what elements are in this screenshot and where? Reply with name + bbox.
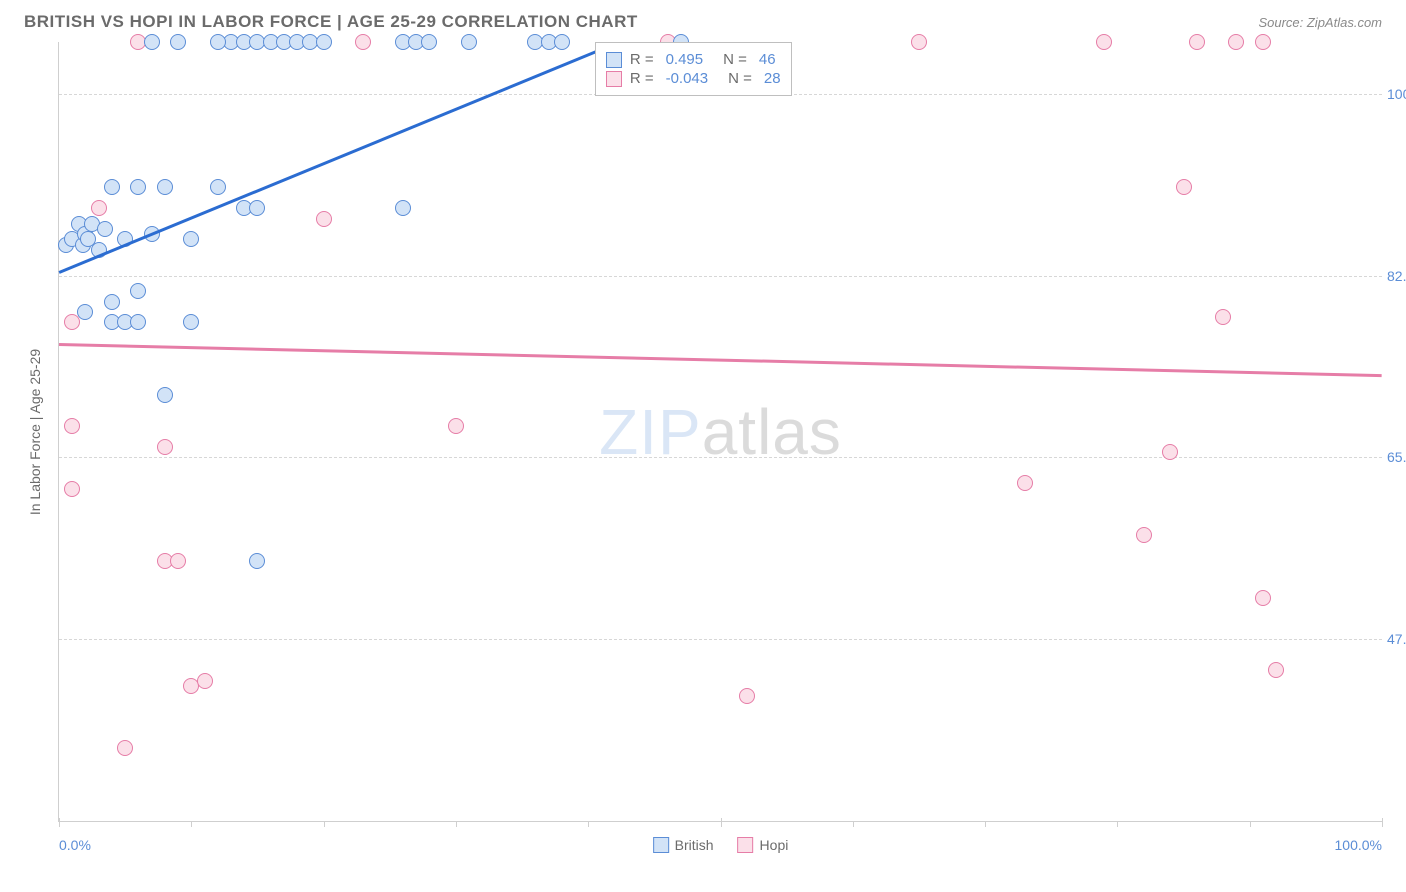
data-point: [1189, 34, 1205, 50]
n-label: N =: [723, 51, 747, 68]
x-tick: [721, 818, 722, 827]
trend-line: [59, 42, 616, 273]
stats-row-british: R = 0.495 N = 46: [606, 51, 781, 68]
bottom-legend: British Hopi: [653, 837, 789, 853]
x-axis-max-label: 100.0%: [1335, 837, 1382, 853]
data-point: [554, 34, 570, 50]
data-point: [91, 200, 107, 216]
data-point: [249, 200, 265, 216]
n-value: 46: [759, 51, 776, 68]
data-point: [355, 34, 371, 50]
data-point: [1136, 527, 1152, 543]
y-tick-label: 82.5%: [1387, 268, 1406, 284]
data-point: [117, 740, 133, 756]
data-point: [183, 231, 199, 247]
gridline: [59, 639, 1382, 640]
data-point: [249, 553, 265, 569]
chart-container: BRITISH VS HOPI IN LABOR FORCE | AGE 25-…: [0, 0, 1406, 892]
legend-label: British: [675, 837, 714, 853]
data-point: [104, 294, 120, 310]
swatch-hopi: [738, 837, 754, 853]
data-point: [448, 418, 464, 434]
x-tick: [1382, 818, 1383, 827]
x-tick: [324, 821, 325, 827]
trend-line: [59, 343, 1382, 377]
x-tick: [191, 821, 192, 827]
x-tick: [1117, 821, 1118, 827]
data-point: [1268, 662, 1284, 678]
y-tick-label: 65.0%: [1387, 449, 1406, 465]
data-point: [210, 34, 226, 50]
data-point: [461, 34, 477, 50]
x-axis-min-label: 0.0%: [59, 837, 91, 853]
data-point: [144, 34, 160, 50]
x-tick: [456, 821, 457, 827]
data-point: [64, 418, 80, 434]
data-point: [170, 553, 186, 569]
data-point: [104, 179, 120, 195]
data-point: [395, 200, 411, 216]
r-label: R =: [630, 51, 654, 68]
data-point: [157, 179, 173, 195]
r-value: 0.495: [666, 51, 704, 68]
x-tick: [853, 821, 854, 827]
data-point: [77, 304, 93, 320]
data-point: [197, 673, 213, 689]
data-point: [210, 179, 226, 195]
data-point: [1215, 309, 1231, 325]
data-point: [1255, 590, 1271, 606]
data-point: [1228, 34, 1244, 50]
y-tick-label: 47.5%: [1387, 631, 1406, 647]
data-point: [1176, 179, 1192, 195]
data-point: [97, 221, 113, 237]
data-point: [1096, 34, 1112, 50]
swatch-hopi: [606, 71, 622, 87]
x-tick: [588, 821, 589, 827]
data-point: [316, 34, 332, 50]
plot-area: ZIPatlas: [59, 42, 1382, 821]
data-point: [421, 34, 437, 50]
chart-frame: In Labor Force | Age 25-29 ZIPatlas R =0…: [58, 42, 1382, 822]
data-point: [64, 481, 80, 497]
n-label: N =: [728, 70, 752, 87]
data-point: [130, 314, 146, 330]
n-value: 28: [764, 70, 781, 87]
chart-title: BRITISH VS HOPI IN LABOR FORCE | AGE 25-…: [24, 12, 638, 32]
stats-row-hopi: R = -0.043 N = 28: [606, 70, 781, 87]
data-point: [316, 211, 332, 227]
gridline: [59, 457, 1382, 458]
x-tick: [1250, 821, 1251, 827]
data-point: [1162, 444, 1178, 460]
data-point: [911, 34, 927, 50]
title-row: BRITISH VS HOPI IN LABOR FORCE | AGE 25-…: [24, 12, 1382, 32]
r-label: R =: [630, 70, 654, 87]
x-tick: [59, 818, 60, 827]
y-axis-title: In Labor Force | Age 25-29: [27, 348, 43, 514]
data-point: [130, 179, 146, 195]
data-point: [157, 439, 173, 455]
legend-label: Hopi: [760, 837, 789, 853]
data-point: [170, 34, 186, 50]
legend-item-british: British: [653, 837, 714, 853]
source-label: Source: ZipAtlas.com: [1258, 15, 1382, 30]
swatch-british: [653, 837, 669, 853]
legend-item-hopi: Hopi: [738, 837, 789, 853]
data-point: [183, 314, 199, 330]
data-point: [739, 688, 755, 704]
gridline: [59, 276, 1382, 277]
y-tick-label: 100.0%: [1387, 86, 1406, 102]
data-point: [1255, 34, 1271, 50]
x-tick: [985, 821, 986, 827]
swatch-british: [606, 52, 622, 68]
r-value: -0.043: [666, 70, 709, 87]
data-point: [64, 314, 80, 330]
data-point: [1017, 475, 1033, 491]
data-point: [157, 387, 173, 403]
stats-legend: R = 0.495 N = 46 R = -0.043 N = 28: [595, 42, 792, 96]
data-point: [130, 283, 146, 299]
